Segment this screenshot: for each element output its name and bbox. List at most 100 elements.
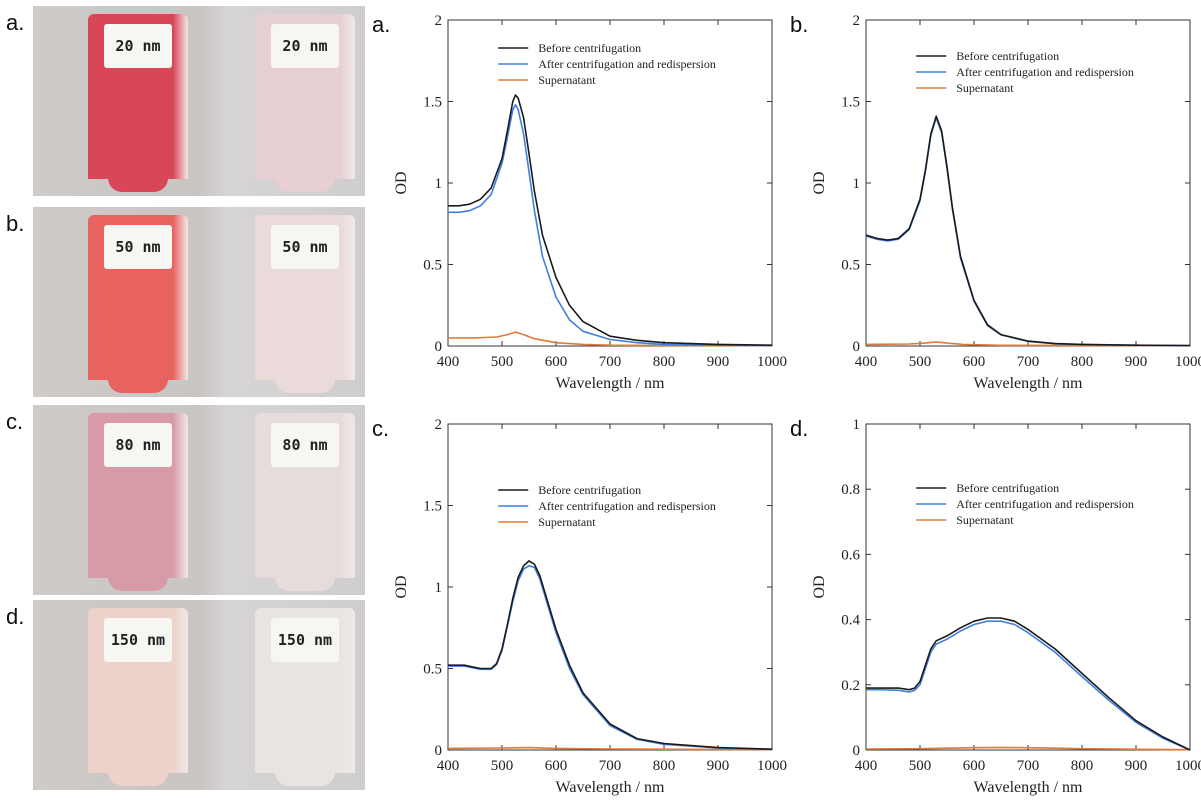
vial-photo: 20 nm 20 nm — [33, 6, 365, 196]
x-tick-label: 1000 — [757, 354, 787, 370]
x-tick-label: 600 — [545, 354, 568, 370]
y-tick-label: 1 — [435, 580, 443, 596]
x-tick-label: 800 — [653, 354, 676, 370]
legend-label: After centrifugation and redispersion — [956, 65, 1134, 79]
y-tick-label: 0 — [853, 743, 861, 759]
x-axis-title: Wavelength / nm — [974, 779, 1083, 796]
y-tick-label: 1.5 — [423, 95, 442, 111]
y-tick-label: 0 — [435, 743, 443, 759]
x-tick-label: 800 — [1071, 758, 1094, 774]
vial-size-tag: 150 nm — [271, 618, 339, 662]
y-axis-title: OD — [393, 575, 410, 598]
vial-size-tag: 50 nm — [104, 225, 172, 269]
legend-label: Before centrifugation — [956, 481, 1059, 495]
x-tick-label: 900 — [1125, 758, 1148, 774]
x-axis-title: Wavelength / nm — [556, 375, 665, 392]
vial-size-tag: 50 nm — [271, 225, 339, 269]
x-tick-label: 400 — [855, 354, 878, 370]
x-tick-label: 500 — [909, 758, 932, 774]
legend-label: Supernatant — [538, 73, 596, 87]
photo-row-label: c. — [6, 409, 24, 434]
series-line-supernatant — [865, 341, 1191, 347]
vial-tip — [275, 379, 335, 393]
series-line-supernatant — [447, 746, 773, 751]
y-tick-label: 0.4 — [841, 613, 860, 629]
plot-frame — [447, 423, 773, 751]
legend-label: Before centrifugation — [538, 483, 641, 497]
x-tick-label: 600 — [545, 758, 568, 774]
x-axis-title: Wavelength / nm — [974, 375, 1083, 392]
y-axis-title: OD — [811, 171, 828, 194]
legend-label: After centrifugation and redispersion — [538, 57, 716, 71]
x-tick-label: 400 — [855, 758, 878, 774]
series-line-before — [865, 115, 1191, 347]
series-line-after — [448, 565, 773, 751]
vial-tip — [108, 178, 168, 192]
x-tick-label: 500 — [491, 354, 514, 370]
vial-photo: 150 nm 150 nm — [33, 600, 365, 790]
series-line-before — [448, 94, 773, 346]
x-tick-label: 700 — [1017, 758, 1040, 774]
x-tick-label: 900 — [707, 758, 730, 774]
x-tick-label: 700 — [1017, 354, 1040, 370]
x-tick-label: 700 — [599, 758, 622, 774]
y-tick-label: 0.8 — [841, 482, 860, 498]
series-line-supernatant — [448, 331, 773, 347]
vial-size-tag: 80 nm — [271, 423, 339, 467]
legend-label: After centrifugation and redispersion — [538, 499, 716, 513]
photo-row-label: a. — [6, 10, 25, 35]
vial-tip — [275, 772, 335, 786]
series-line-supernatant — [865, 746, 1191, 751]
plot-frame — [865, 423, 1191, 751]
chart-panel-c-label: c. — [372, 416, 390, 441]
x-tick-label: 500 — [909, 354, 932, 370]
x-tick-label: 1000 — [1175, 354, 1201, 370]
y-tick-label: 1 — [853, 176, 861, 192]
vial-tip — [108, 772, 168, 786]
y-tick-label: 0.5 — [423, 258, 442, 274]
photo-row-label: d. — [6, 604, 25, 629]
y-tick-label: 2 — [853, 13, 861, 29]
y-tick-label: 1 — [853, 417, 861, 433]
series-line-before — [866, 617, 1191, 751]
x-tick-label: 600 — [963, 354, 986, 370]
series-line-before — [448, 560, 773, 750]
y-axis-title: OD — [393, 171, 410, 194]
vial-photo: 50 nm 50 nm — [33, 207, 365, 397]
y-tick-label: 0.6 — [841, 547, 860, 563]
y-axis-title: OD — [811, 575, 828, 598]
chart-panel-a-label: a. — [372, 12, 391, 37]
vial-size-tag: 80 nm — [104, 423, 172, 467]
x-tick-label: 800 — [653, 758, 676, 774]
vial-tip — [108, 577, 168, 591]
y-tick-label: 2 — [435, 417, 443, 433]
x-tick-label: 900 — [1125, 354, 1148, 370]
chart-panel-b: 400 500 600 700 800 900 1000 0 0.5 1 1.5 2 Wavelengt… — [811, 13, 1201, 392]
chart-panel-c: 400 500 600 700 800 900 1000 0 0.5 1 1.5 2 Wavelengt… — [393, 417, 787, 796]
x-tick-label: 1000 — [1175, 758, 1201, 774]
legend-label: After centrifugation and redispersion — [956, 497, 1134, 511]
x-tick-label: 400 — [437, 758, 460, 774]
y-tick-label: 1.5 — [423, 499, 442, 515]
y-tick-label: 0 — [853, 339, 861, 355]
x-tick-label: 900 — [707, 354, 730, 370]
legend-label: Before centrifugation — [538, 41, 641, 55]
x-tick-label: 700 — [599, 354, 622, 370]
x-axis-title: Wavelength / nm — [556, 779, 665, 796]
chart-panel-a: 400 500 600 700 800 900 1000 0 0.5 1 1.5 2 Wavelengt… — [393, 13, 787, 392]
photo-row-label: b. — [6, 211, 25, 236]
series-line-after — [448, 104, 773, 347]
chart-panel-b-label: b. — [790, 12, 809, 37]
legend-label: Supernatant — [956, 81, 1014, 95]
y-tick-label: 0 — [435, 339, 443, 355]
x-tick-label: 500 — [491, 758, 514, 774]
vial-size-tag: 20 nm — [104, 24, 172, 68]
y-tick-label: 2 — [435, 13, 443, 29]
y-tick-label: 1 — [435, 176, 443, 192]
chart-panel-d-label: d. — [790, 416, 809, 441]
legend-label: Supernatant — [956, 513, 1014, 527]
vial-tip — [275, 178, 335, 192]
series-line-after — [865, 117, 1191, 347]
chart-panel-d: 400 500 600 700 800 900 1000 0 0.2 0.4 0.6 0.8 1 Wave… — [811, 417, 1201, 796]
y-tick-label: 1.5 — [841, 95, 860, 111]
